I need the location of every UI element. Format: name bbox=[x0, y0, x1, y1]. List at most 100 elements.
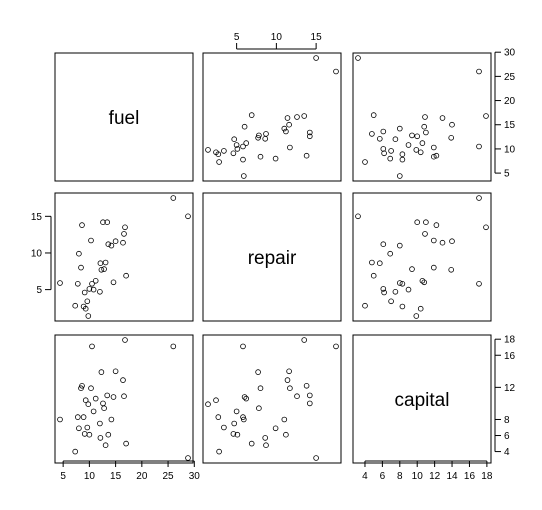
point-fuel-repair-13 bbox=[240, 143, 246, 150]
point-repair-fuel-23 bbox=[105, 241, 112, 248]
fuel-top-tick-label: 15 bbox=[311, 32, 323, 43]
point-fuel-repair-8 bbox=[213, 149, 219, 156]
point-repair-fuel-27 bbox=[120, 239, 126, 246]
point-repair-fuel-5 bbox=[79, 222, 85, 228]
point-repair-fuel-17 bbox=[97, 260, 104, 267]
point-capital-fuel-15 bbox=[92, 395, 99, 402]
point-repair-capital-0 bbox=[396, 280, 403, 286]
point-repair-fuel-19 bbox=[100, 219, 106, 226]
repair-left-tick-label: 15 bbox=[31, 212, 43, 223]
point-repair-capital-23 bbox=[380, 241, 387, 248]
point-repair-capital-25 bbox=[421, 279, 428, 286]
point-capital-fuel-20 bbox=[101, 405, 107, 412]
point-fuel-repair-25 bbox=[241, 123, 248, 130]
point-repair-capital-29 bbox=[483, 224, 489, 231]
point-repair-fuel-4 bbox=[78, 264, 84, 271]
point-capital-fuel-3 bbox=[76, 425, 82, 432]
point-repair-fuel-18 bbox=[98, 266, 105, 273]
point-repair-capital-16 bbox=[392, 288, 399, 295]
point-capital-fuel-24 bbox=[108, 416, 115, 423]
point-fuel-capital-0 bbox=[396, 173, 403, 179]
point-fuel-repair-31 bbox=[333, 68, 339, 75]
point-capital-repair-3 bbox=[272, 425, 279, 432]
capital-right-tick-label: 12 bbox=[504, 383, 516, 394]
point-capital-fuel-7 bbox=[81, 431, 88, 437]
point-capital-repair-29 bbox=[301, 337, 308, 343]
point-capital-repair-28 bbox=[294, 393, 300, 400]
point-fuel-capital-22 bbox=[423, 129, 429, 136]
point-repair-fuel-29 bbox=[122, 224, 128, 231]
point-fuel-repair-9 bbox=[221, 148, 227, 154]
point-capital-fuel-28 bbox=[121, 393, 127, 400]
capital-right-tick-label: 8 bbox=[504, 415, 510, 426]
fuel-right-tick-label: 10 bbox=[504, 144, 516, 155]
point-capital-fuel-5 bbox=[79, 382, 85, 389]
point-repair-capital-13 bbox=[476, 280, 482, 287]
point-capital-fuel-26 bbox=[112, 368, 119, 375]
point-fuel-capital-9 bbox=[388, 148, 394, 154]
point-capital-fuel-9 bbox=[84, 424, 91, 431]
point-capital-fuel-30 bbox=[123, 440, 129, 447]
point-capital-fuel-1 bbox=[72, 448, 78, 455]
fuel-right-tick-label: 20 bbox=[504, 96, 516, 107]
point-fuel-repair-29 bbox=[301, 113, 308, 119]
point-fuel-repair-20 bbox=[256, 132, 262, 139]
point-capital-repair-19 bbox=[306, 400, 313, 407]
point-fuel-capital-28 bbox=[422, 114, 428, 120]
point-repair-fuel-8 bbox=[82, 305, 89, 312]
point-fuel-capital-12 bbox=[430, 144, 437, 151]
point-repair-capital-10 bbox=[413, 313, 420, 319]
point-capital-repair-7 bbox=[230, 431, 237, 437]
point-repair-capital-5 bbox=[433, 222, 440, 228]
panel-layer: fuel repair capital bbox=[54, 52, 492, 464]
capital-right-tick-label: 18 bbox=[504, 335, 516, 346]
point-repair-fuel-12 bbox=[88, 237, 94, 244]
point-fuel-capital-5 bbox=[433, 152, 440, 159]
point-repair-fuel-16 bbox=[97, 288, 103, 295]
point-repair-capital-27 bbox=[439, 239, 446, 246]
point-capital-repair-32 bbox=[313, 455, 319, 461]
point-capital-repair-10 bbox=[205, 401, 211, 408]
panel-fuel-vs-repair bbox=[202, 52, 342, 182]
point-capital-fuel-29 bbox=[122, 337, 128, 343]
point-capital-repair-17 bbox=[262, 435, 269, 441]
point-capital-fuel-23 bbox=[105, 431, 112, 438]
panel-fuel-vs-capital bbox=[352, 52, 492, 182]
axes-layer: 5 10 15 20 25 30 4 6 8 10 12 14 16 185 10 1551015510152… bbox=[31, 32, 516, 482]
point-repair-fuel-31 bbox=[170, 195, 177, 201]
fuel-right-tick-label: 15 bbox=[504, 120, 516, 131]
point-fuel-capital-4 bbox=[430, 153, 437, 160]
point-capital-fuel-14 bbox=[90, 408, 97, 415]
point-capital-fuel-31 bbox=[170, 343, 177, 350]
point-fuel-repair-11 bbox=[234, 146, 241, 152]
point-repair-capital-6 bbox=[399, 303, 406, 310]
point-fuel-repair-17 bbox=[262, 136, 269, 142]
point-fuel-repair-1 bbox=[216, 159, 222, 165]
point-repair-fuel-28 bbox=[121, 231, 127, 237]
point-capital-repair-11 bbox=[234, 431, 241, 438]
point-repair-capital-14 bbox=[405, 286, 412, 293]
point-capital-fuel-11 bbox=[86, 431, 93, 438]
point-capital-repair-16 bbox=[231, 420, 238, 427]
fuel-bottom-tick-label: 5 bbox=[60, 471, 66, 482]
capital-bottom-tick-label: 4 bbox=[362, 471, 368, 482]
point-fuel-repair-10 bbox=[205, 147, 211, 153]
point-repair-fuel-0 bbox=[57, 280, 63, 286]
point-fuel-repair-27 bbox=[284, 115, 291, 121]
point-capital-repair-5 bbox=[303, 382, 310, 389]
point-capital-repair-27 bbox=[284, 377, 291, 383]
point-repair-capital-4 bbox=[430, 264, 437, 271]
fuel-bottom-tick-label: 25 bbox=[163, 471, 175, 482]
point-repair-capital-3 bbox=[387, 250, 394, 257]
point-repair-capital-18 bbox=[448, 266, 455, 273]
fuel-top-tick-label: 10 bbox=[271, 32, 283, 43]
point-capital-fuel-21 bbox=[102, 442, 109, 449]
point-fuel-repair-2 bbox=[240, 156, 246, 163]
point-repair-capital-11 bbox=[380, 286, 387, 292]
point-capital-fuel-6 bbox=[80, 414, 87, 420]
point-capital-fuel-32 bbox=[185, 455, 191, 461]
capital-bottom-tick-label: 6 bbox=[380, 471, 386, 482]
point-capital-fuel-0 bbox=[57, 416, 63, 423]
panel-repair-vs-capital bbox=[352, 192, 492, 322]
point-repair-fuel-13 bbox=[89, 280, 95, 287]
